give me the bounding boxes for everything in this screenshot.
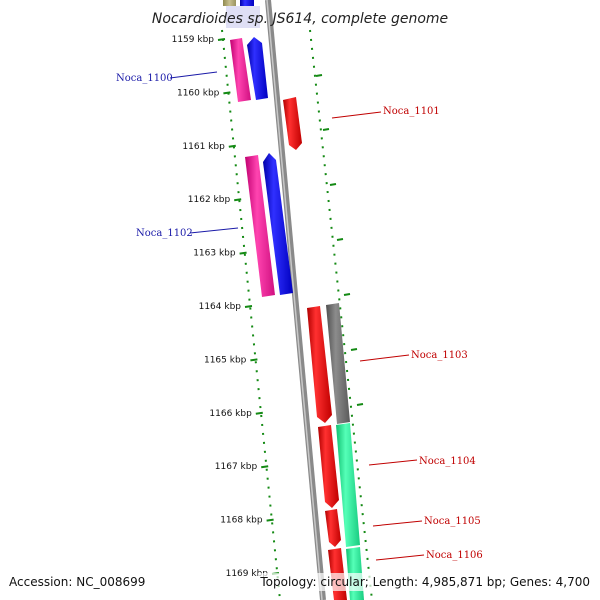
kbp-tick [266,518,274,522]
gene-arrow-noca-1105[interactable] [325,509,341,547]
gene-label-noca-1101[interactable]: Noca_1101 [383,106,440,117]
gene-arrow-noca-1103[interactable] [307,306,332,423]
kbp-tick [261,465,269,469]
leader-line-noca-1102 [189,227,239,234]
genome-backbone-line [265,0,326,600]
kbp-label: 1162 kbp [188,195,231,205]
gene-label-noca-1103[interactable]: Noca_1103 [411,350,468,361]
kbp-label: 1168 kbp [220,516,263,526]
gene-arrow-noca-1101[interactable] [283,97,302,150]
genome-title: Nocardioides sp. JS614, complete genome [152,11,448,27]
outer-guide-tick [336,238,344,241]
kbp-scale: 1159 kbp 1160 kbp 1161 kbp 1162 kbp 1163 kbp… [172,35,280,579]
outer-guide-tick [322,128,330,131]
outer-guide-tick [315,74,323,77]
kbp-label: 1159 kbp [172,35,215,45]
gene-label-noca-1105[interactable]: Noca_1105 [424,516,481,527]
faded-feature [226,6,260,28]
gene-label-noca-1104[interactable]: Noca_1104 [419,456,476,467]
gene-arrow-noca-1102[interactable] [263,153,293,295]
footer-accession-bg [6,573,146,591]
genome-backbone-highlight [266,0,323,600]
magenta-feature-1102[interactable] [245,155,275,297]
magenta-feature-1100[interactable] [230,38,251,102]
kbp-tick [217,38,226,41]
partial-feature-olive [223,0,236,6]
kbp-label: 1161 kbp [182,142,225,152]
leader-line-noca-1103 [359,354,410,362]
leader-line-noca-1105 [372,520,423,527]
gene-arrow-noca-1100[interactable] [247,37,268,100]
kbp-label: 1166 kbp [209,409,252,419]
kbp-label: 1169 kbp [226,569,269,579]
kbp-tick [244,305,253,308]
gray-feature[interactable] [326,303,350,424]
gene-label-noca-1100[interactable]: Noca_1100 [116,73,173,84]
kbp-label: 1163 kbp [193,249,236,259]
decor-layer [223,0,260,28]
kbp-tick [250,358,258,362]
leader-line-noca-1106 [375,554,425,561]
inner-dotted-guide [221,29,281,600]
kbp-tick [234,198,242,202]
leader-line-noca-1101 [331,111,382,119]
gene-arrow-noca-1104[interactable] [318,425,339,508]
outer-guide-tick [329,183,337,186]
kbp-tick [223,91,231,95]
topology-label: Topology: circular; Length: 4,985,871 bp… [259,575,590,589]
kbp-label: 1167 kbp [215,462,258,472]
accession-label: Accession: NC_008699 [9,575,145,589]
leader-line-noca-1104 [368,459,418,466]
outer-dotted-guide [309,29,373,600]
gene-labels: Noca_1100 Noca_1101 Noca_1102 Noca_1103 … [116,71,483,561]
partial-feature-blue [240,0,254,6]
leader-line-noca-1100 [169,71,218,79]
footer-topology-bg [258,573,594,591]
gene-label-noca-1106[interactable]: Noca_1106 [426,550,483,561]
kbp-tick [255,411,263,415]
kbp-label: 1160 kbp [177,88,220,98]
dotted-track-guides [221,29,373,600]
outer-guide-tick [350,348,358,351]
kbp-tick [228,144,236,148]
kbp-tick [239,251,247,255]
outer-guide-tick [356,403,364,406]
kbp-label: 1165 kbp [204,355,247,365]
teal-feature-upper[interactable] [336,423,360,547]
kbp-label: 1164 kbp [199,302,242,312]
outer-guide-tick [343,293,351,296]
gene-label-noca-1102[interactable]: Noca_1102 [136,228,193,239]
